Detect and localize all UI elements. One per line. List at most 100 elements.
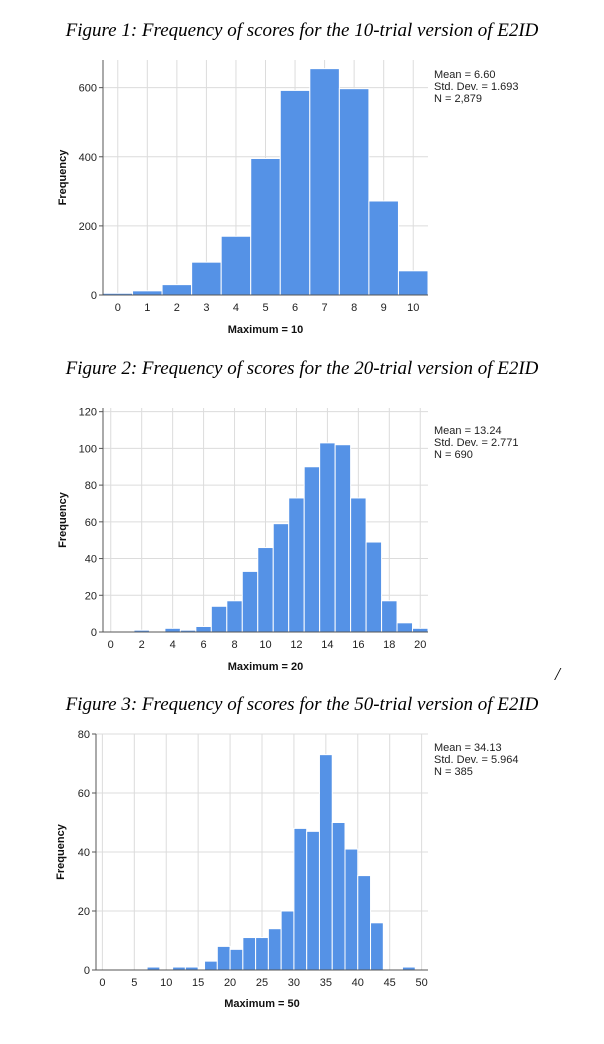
stats-label: Mean = 34.13 (434, 742, 502, 754)
x-tick-label: 8 (351, 302, 357, 314)
stats-label: Std. Dev. = 5.964 (434, 754, 519, 766)
x-tick-label: 8 (231, 639, 237, 651)
x-tick-label: 30 (288, 977, 300, 989)
y-axis-title: Frequency (57, 491, 69, 548)
stats-label: Mean = 13.24 (434, 425, 502, 437)
x-tick-label: 15 (192, 977, 204, 989)
x-tick-label: 14 (321, 639, 333, 651)
x-tick-label: 25 (256, 977, 268, 989)
histogram-bar (195, 625, 212, 633)
x-axis-title: Maximum = 20 (228, 661, 304, 673)
y-tick-label: 0 (91, 290, 97, 302)
x-tick-label: 16 (352, 639, 364, 651)
x-tick-label: 4 (170, 639, 176, 651)
stats-label: Std. Dev. = 2.771 (434, 437, 519, 449)
y-axis-title: Frequency (55, 823, 67, 880)
histogram-bar (279, 89, 311, 296)
y-tick-label: 20 (85, 590, 97, 602)
x-tick-label: 45 (384, 977, 396, 989)
x-tick-label: 2 (139, 639, 145, 651)
y-tick-label: 20 (78, 906, 90, 918)
histogram-figure-2: 0 20 40 60 80 100 120 0 2 4 6 8 10 12 14 16 18 20 Maximum … (57, 407, 519, 673)
histogram-bar (370, 922, 384, 971)
histogram-bar (204, 960, 218, 971)
x-tick-label: 9 (381, 302, 387, 314)
x-tick-label: 18 (383, 639, 395, 651)
figure-2-title: Figure 2: Frequency of scores for the 20… (65, 358, 539, 379)
x-tick-label: 20 (224, 977, 236, 989)
histogram-bar (350, 497, 367, 633)
x-tick-label: 1 (144, 302, 150, 314)
y-tick-label: 80 (85, 480, 97, 492)
y-tick-label: 0 (84, 965, 90, 977)
stray-mark: / (555, 664, 561, 684)
histogram-bar (272, 523, 290, 633)
y-tick-label: 0 (91, 627, 97, 639)
histogram-bar (365, 541, 383, 633)
histogram-bar (293, 827, 308, 971)
histogram-bar (397, 270, 429, 296)
y-tick-label: 80 (78, 729, 90, 741)
x-tick-label: 3 (203, 302, 209, 314)
x-tick-label: 40 (352, 977, 364, 989)
y-tick-label: 40 (85, 554, 97, 566)
histogram-bar (368, 200, 399, 296)
x-tick-label: 12 (290, 639, 302, 651)
y-tick-label: 60 (78, 788, 90, 800)
histogram-bar (226, 600, 243, 633)
x-tick-label: 10 (407, 302, 419, 314)
histogram-bar (309, 68, 340, 296)
x-tick-label: 4 (233, 302, 239, 314)
x-tick-label: 0 (115, 302, 121, 314)
histogram-bar (241, 570, 259, 633)
x-tick-label: 50 (415, 977, 427, 989)
x-tick-label: 2 (174, 302, 180, 314)
x-tick-label: 6 (201, 639, 207, 651)
histogram-figure-3: 0 20 40 60 80 0 5 10 15 20 25 30 35 40 45 50 Maximum = 5… (55, 729, 519, 1010)
x-tick-label: 0 (99, 977, 105, 989)
x-tick-label: 5 (262, 302, 268, 314)
y-tick-label: 600 (79, 83, 97, 95)
histogram-bar (318, 754, 333, 971)
histogram-bar (381, 600, 398, 633)
x-axis-title: Maximum = 10 (228, 324, 304, 336)
x-axis-title: Maximum = 50 (224, 998, 300, 1010)
x-tick-label: 0 (108, 639, 114, 651)
histogram-figure-1: 0 200 400 600 0 1 2 3 4 5 6 7 8 9 10 Maximum = 10 Freque… (57, 60, 519, 336)
histogram-bar (220, 235, 252, 296)
figure-1-title: Figure 1: Frequency of scores for the 10… (65, 20, 539, 41)
y-tick-label: 40 (78, 847, 90, 859)
histogram-bar (267, 928, 282, 971)
stats-label: N = 690 (434, 449, 473, 461)
x-tick-label: 6 (292, 302, 298, 314)
histogram-bar (216, 945, 231, 971)
histogram-bar (396, 622, 414, 633)
y-tick-label: 200 (79, 221, 97, 233)
y-tick-label: 120 (79, 407, 97, 419)
histogram-bar (242, 937, 257, 971)
histogram-bar (250, 157, 281, 296)
histogram-bar (338, 88, 370, 296)
y-tick-label: 60 (85, 517, 97, 529)
histogram-bar (303, 466, 321, 633)
x-tick-label: 20 (414, 639, 426, 651)
stats-label: N = 2,879 (434, 93, 482, 105)
x-tick-label: 7 (322, 302, 328, 314)
x-tick-label: 10 (259, 639, 271, 651)
x-tick-label: 35 (320, 977, 332, 989)
figure-3-title: Figure 3: Frequency of scores for the 50… (65, 694, 539, 715)
histogram-bar (191, 261, 222, 296)
histogram-bar (257, 547, 274, 633)
stats-label: Mean = 6.60 (434, 69, 495, 81)
histogram-bar (288, 497, 305, 633)
y-tick-label: 100 (79, 443, 97, 455)
histogram-bar (334, 444, 352, 633)
histogram-bar (306, 830, 320, 971)
y-tick-label: 400 (79, 152, 97, 164)
stats-label: Std. Dev. = 1.693 (434, 81, 519, 93)
histogram-bar (319, 442, 336, 633)
histogram-bar (280, 910, 295, 971)
histogram-bar (161, 284, 193, 296)
stats-label: N = 385 (434, 766, 473, 778)
histogram-bar (331, 822, 346, 971)
